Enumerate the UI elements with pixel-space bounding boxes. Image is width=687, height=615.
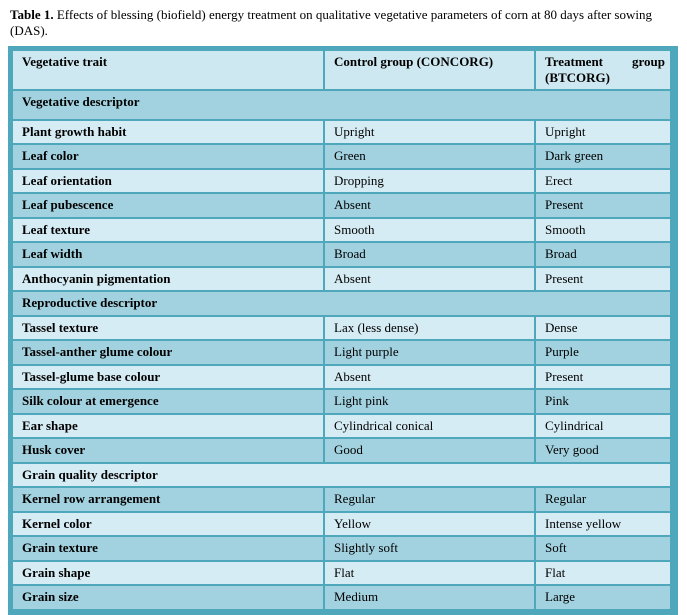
- table-row: Anthocyanin pigmentation Absent Present: [11, 265, 672, 292]
- control-value-cell: Absent: [323, 363, 536, 390]
- trait-cell: Ear shape: [11, 412, 325, 439]
- trait-cell: Anthocyanin pigmentation: [11, 265, 325, 292]
- control-value-cell: Absent: [323, 192, 536, 219]
- table-row: Leaf color Green Dark green: [11, 143, 672, 170]
- control-value-cell: Medium: [323, 584, 536, 611]
- table-row: Grain texture Slightly soft Soft: [11, 535, 672, 562]
- control-value-cell: Lax (less dense): [323, 314, 536, 341]
- control-value-cell: Smooth: [323, 216, 536, 243]
- control-value-cell: Slightly soft: [323, 535, 536, 562]
- control-value-cell: Light pink: [323, 388, 536, 415]
- treatment-value-cell: Regular: [534, 486, 672, 513]
- section-row: Grain quality descriptor: [11, 461, 672, 488]
- control-value-cell: Upright: [323, 118, 536, 145]
- trait-cell: Leaf pubescence: [11, 192, 325, 219]
- treatment-value-cell: Present: [534, 265, 672, 292]
- trait-cell: Grain texture: [11, 535, 325, 562]
- table-row: Grain size Medium Large: [11, 584, 672, 611]
- trait-cell: Silk colour at emergence: [11, 388, 325, 415]
- treatment-value-cell: Very good: [534, 437, 672, 464]
- control-value-cell: Green: [323, 143, 536, 170]
- trait-cell: Leaf color: [11, 143, 325, 170]
- trait-cell: Husk cover: [11, 437, 325, 464]
- trait-cell: Leaf width: [11, 241, 325, 268]
- section-label: Vegetative descriptor: [11, 89, 672, 121]
- treatment-value-cell: Soft: [534, 535, 672, 562]
- table-row: Leaf width Broad Broad: [11, 241, 672, 268]
- section-label: Grain quality descriptor: [11, 461, 672, 488]
- trait-cell: Grain size: [11, 584, 325, 611]
- treatment-value-cell: Flat: [534, 559, 672, 586]
- section-row: Reproductive descriptor: [11, 290, 672, 317]
- header-row: Vegetative trait Control group (CONCORG)…: [11, 49, 672, 91]
- control-value-cell: Dropping: [323, 167, 536, 194]
- treatment-value-cell: Upright: [534, 118, 672, 145]
- trait-cell: Leaf texture: [11, 216, 325, 243]
- control-value-cell: Light purple: [323, 339, 536, 366]
- section-row: Vegetative descriptor: [11, 89, 672, 121]
- table-row: Kernel color Yellow Intense yellow: [11, 510, 672, 537]
- trait-cell: Leaf orientation: [11, 167, 325, 194]
- treatment-value-cell: Present: [534, 363, 672, 390]
- treatment-value-cell: Intense yellow: [534, 510, 672, 537]
- treatment-value-cell: Present: [534, 192, 672, 219]
- treatment-value-cell: Smooth: [534, 216, 672, 243]
- trait-cell: Plant growth habit: [11, 118, 325, 145]
- treatment-value-cell: Pink: [534, 388, 672, 415]
- table-caption-label: Table 1.: [10, 7, 54, 22]
- table-caption-text: Effects of blessing (biofield) energy tr…: [10, 7, 652, 38]
- treatment-value-cell: Purple: [534, 339, 672, 366]
- treatment-value-cell: Erect: [534, 167, 672, 194]
- qualitative-traits-table-wrapper: Vegetative trait Control group (CONCORG)…: [8, 46, 678, 615]
- control-value-cell: Regular: [323, 486, 536, 513]
- table-caption: Table 1. Effects of blessing (biofield) …: [10, 7, 678, 39]
- treatment-value-cell: Broad: [534, 241, 672, 268]
- trait-cell: Grain shape: [11, 559, 325, 586]
- table-row: Grain shape Flat Flat: [11, 559, 672, 586]
- table-row: Tassel-anther glume colour Light purple Pu…: [11, 339, 672, 366]
- section-label: Reproductive descriptor: [11, 290, 672, 317]
- control-value-cell: Yellow: [323, 510, 536, 537]
- table-row: Tassel-glume base colour Absent Present: [11, 363, 672, 390]
- treatment-value-cell: Dark green: [534, 143, 672, 170]
- table-row: Husk cover Good Very good: [11, 437, 672, 464]
- table-row: Leaf texture Smooth Smooth: [11, 216, 672, 243]
- control-value-cell: Broad: [323, 241, 536, 268]
- table-row: Plant growth habit Upright Upright: [11, 118, 672, 145]
- trait-cell: Kernel color: [11, 510, 325, 537]
- col-header-treatment-group: Treatment group (BTCORG): [534, 49, 672, 91]
- table-row: Leaf orientation Dropping Erect: [11, 167, 672, 194]
- trait-cell: Tassel-anther glume colour: [11, 339, 325, 366]
- table-row: Silk colour at emergence Light pink Pink: [11, 388, 672, 415]
- control-value-cell: Absent: [323, 265, 536, 292]
- treatment-value-cell: Dense: [534, 314, 672, 341]
- qualitative-traits-table: Vegetative trait Control group (CONCORG)…: [11, 49, 672, 611]
- control-value-cell: Cylindrical conical: [323, 412, 536, 439]
- control-value-cell: Flat: [323, 559, 536, 586]
- table-row: Leaf pubescence Absent Present: [11, 192, 672, 219]
- table-row: Tassel texture Lax (less dense) Dense: [11, 314, 672, 341]
- trait-cell: Kernel row arrangement: [11, 486, 325, 513]
- control-value-cell: Good: [323, 437, 536, 464]
- col-header-vegetative-trait: Vegetative trait: [11, 49, 325, 91]
- col-header-control-group: Control group (CONCORG): [323, 49, 536, 91]
- table-row: Ear shape Cylindrical conical Cylindrical: [11, 412, 672, 439]
- table-row: Kernel row arrangement Regular Regular: [11, 486, 672, 513]
- trait-cell: Tassel texture: [11, 314, 325, 341]
- treatment-value-cell: Cylindrical: [534, 412, 672, 439]
- trait-cell: Tassel-glume base colour: [11, 363, 325, 390]
- treatment-value-cell: Large: [534, 584, 672, 611]
